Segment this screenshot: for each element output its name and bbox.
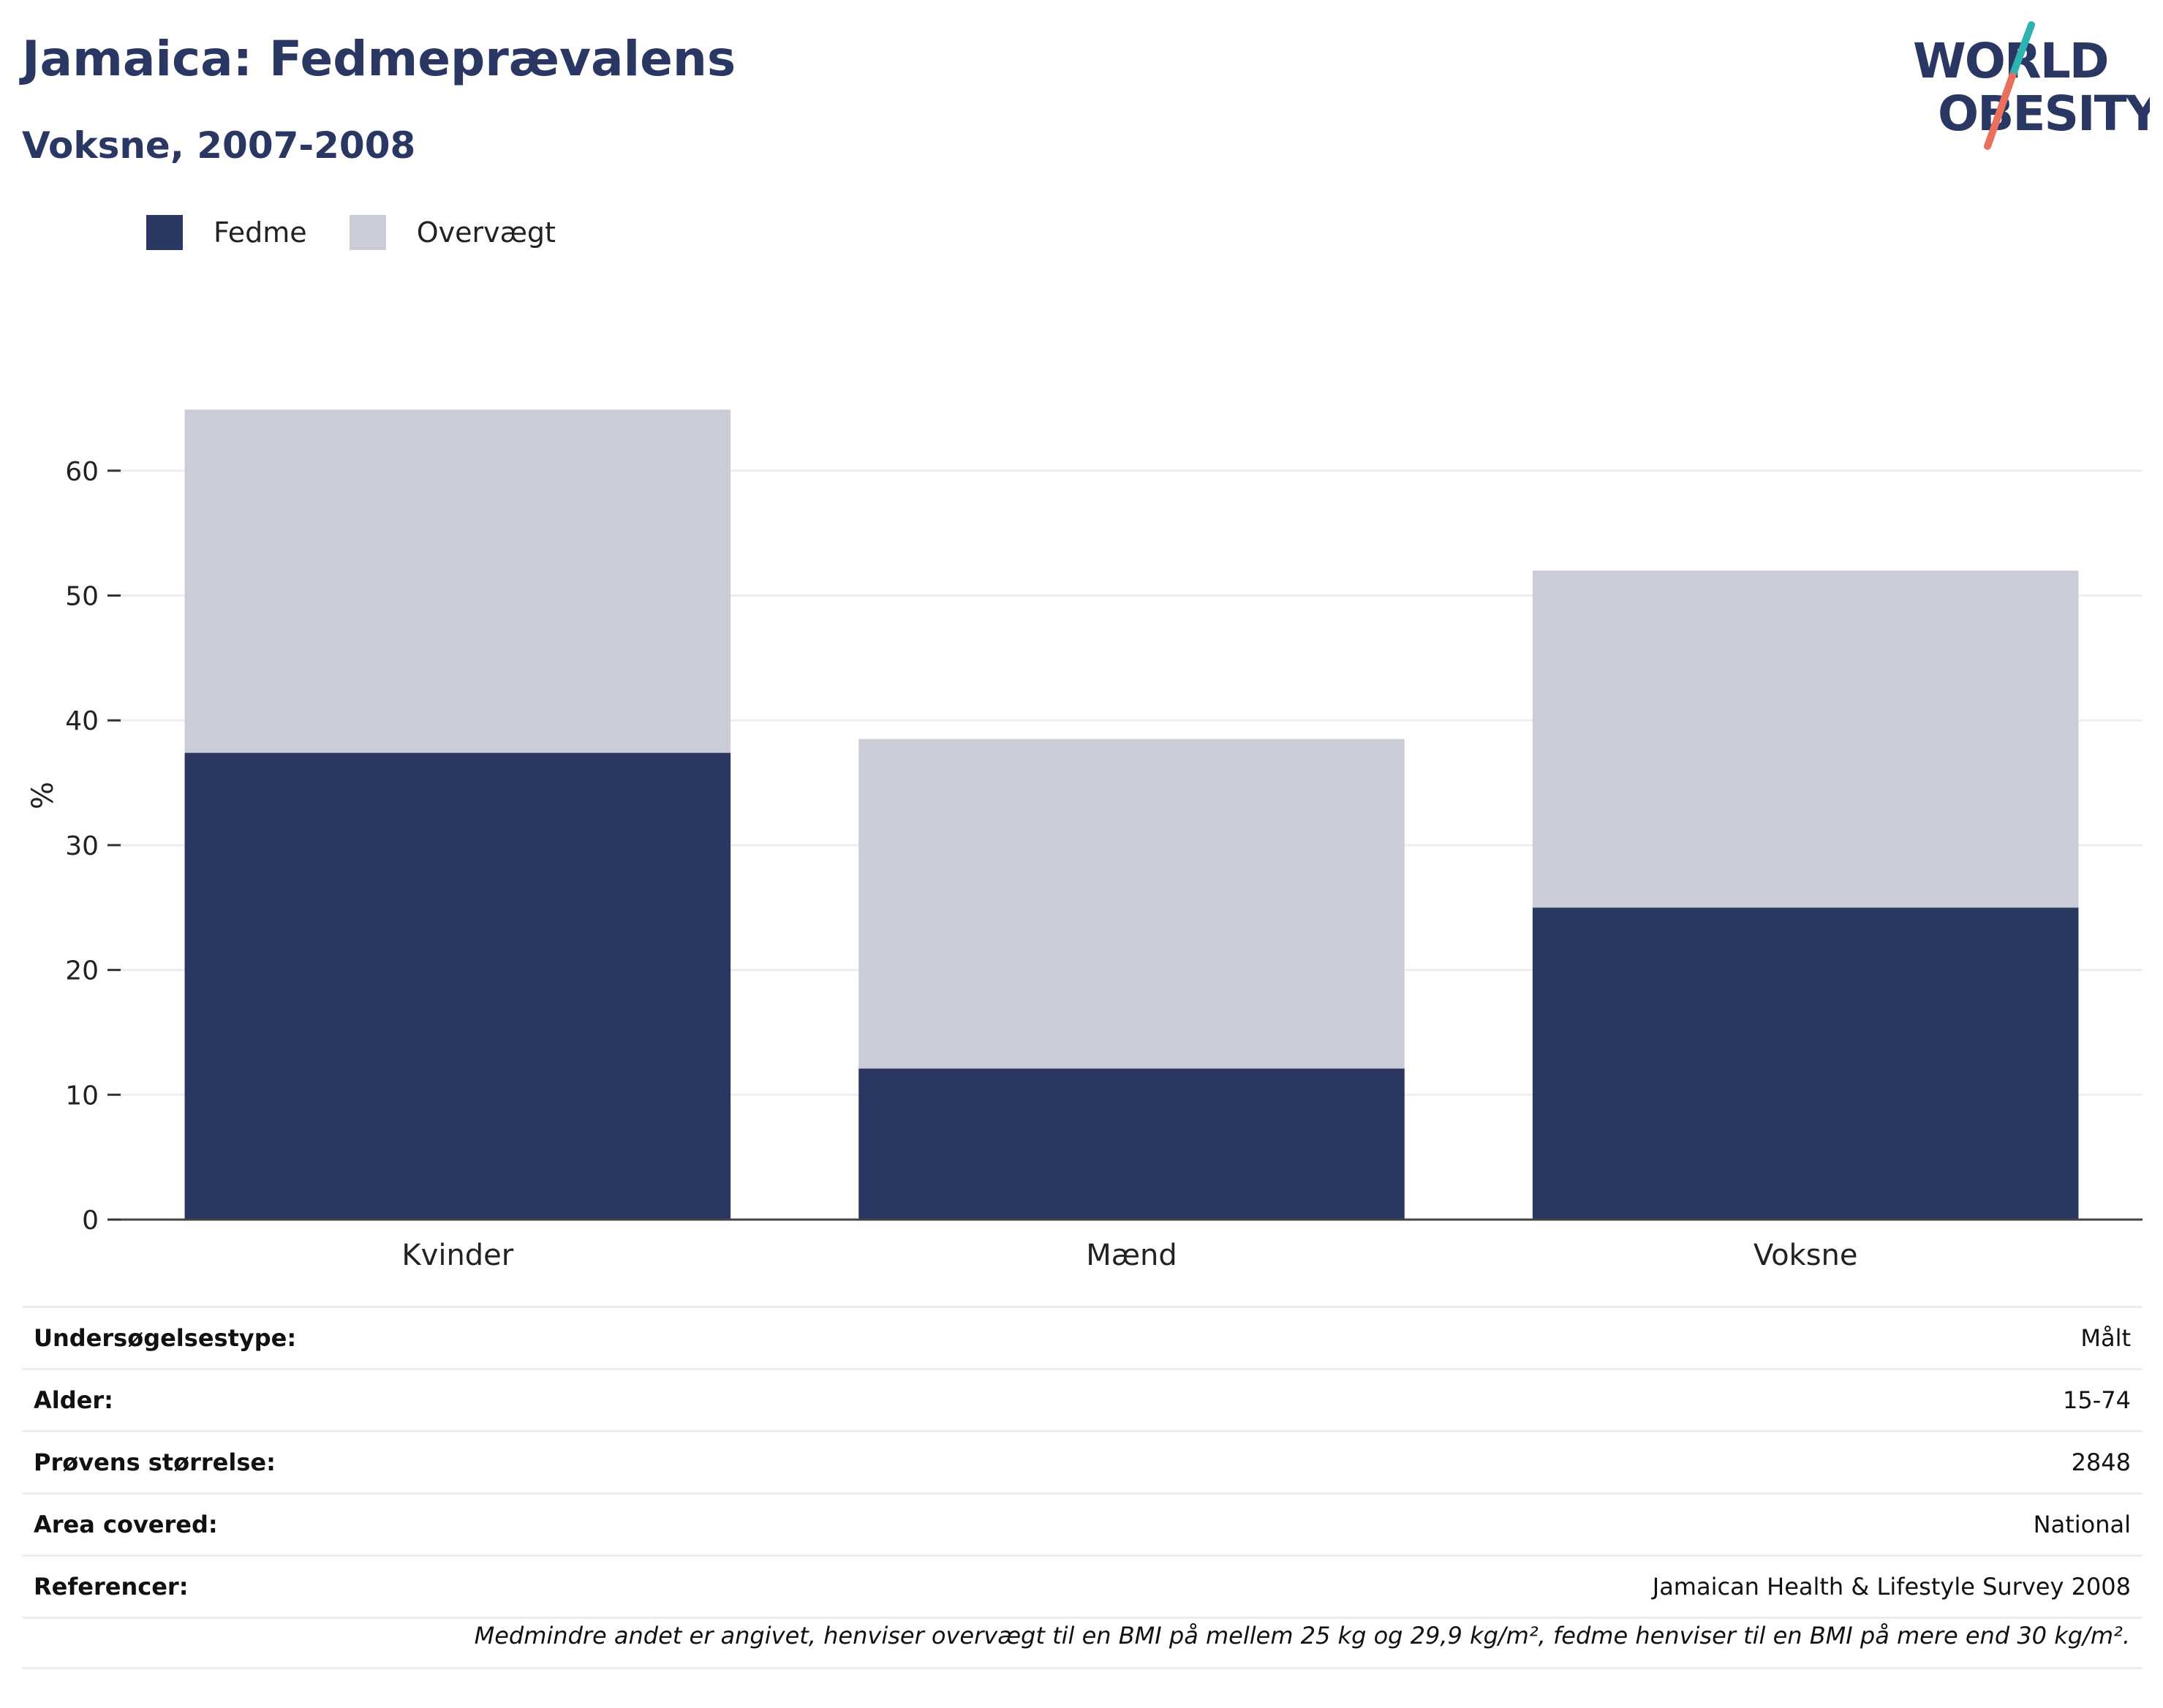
bar-fedme-kvinder [184,752,731,1220]
info-key: Prøvens størrelse: [22,1430,792,1494]
legend-swatch-fedme [146,215,183,250]
legend-item-fedme[interactable]: Fedme [146,215,307,250]
info-key: Referencer: [22,1554,792,1619]
table-row: Referencer: Jamaican Health & Lifestyle … [22,1554,2143,1619]
x-tick-label: Kvinder [401,1239,513,1272]
legend-label-overvaegt: Overvægt [416,216,556,249]
logo-slash-coral [1984,72,2016,150]
info-value: Jamaican Health & Lifestyle Survey 2008 [791,1554,2143,1619]
legend-label-fedme: Fedme [214,216,307,249]
y-tick-label: 30 [65,831,99,861]
table-row: Undersøgelsestype: Målt [22,1306,2143,1369]
world-obesity-logo: WORLD OBESITY [1913,21,2150,150]
info-key: Alder: [22,1368,792,1432]
y-tick-label: 50 [65,582,99,612]
page-title: Jamaica: Fedmeprævalens [22,31,736,87]
table-row: Prøvens størrelse: 2848 [22,1430,2143,1494]
bar-overvgt-mnd [858,738,1405,1069]
logo-text-obesity: OBESITY [1938,86,2150,142]
bar-fedme-voksne [1532,907,2079,1220]
logo-slash-teal [2009,21,2035,80]
y-tick-label: 10 [65,1081,99,1111]
info-value: 2848 [791,1430,2143,1494]
bar-fedme-mnd [858,1068,1405,1220]
survey-info-table: Undersøgelsestype: Målt Alder: 15-74 Prø… [22,1306,2143,1619]
y-tick-label: 20 [65,956,99,986]
info-key: Area covered: [22,1492,792,1556]
x-tick-label: Voksne [1754,1239,1858,1272]
legend-item-overvaegt[interactable]: Overvægt [349,215,556,250]
footnote: Medmindre andet er angivet, henviser ove… [474,1622,2130,1650]
table-row: Alder: 15-74 [22,1368,2143,1432]
info-key: Undersøgelsestype: [22,1306,792,1369]
chart-legend: Fedme Overvægt [146,215,598,250]
info-value: Målt [791,1306,2143,1369]
info-value: 15-74 [791,1368,2143,1432]
page-subtitle: Voksne, 2007-2008 [22,124,416,167]
bar-overvgt-voksne [1532,570,2079,908]
legend-swatch-overvaegt [349,215,386,250]
y-axis-label: % [26,782,60,809]
stacked-bar-chart: 0 10 20 30 40 50 60% Kvinder Mænd Voksne [26,409,2143,1272]
y-tick-label: 0 [82,1206,99,1236]
y-tick-label: 60 [65,457,99,487]
info-value: National [791,1492,2143,1556]
bar-overvgt-kvinder [184,409,731,753]
y-tick-label: 40 [65,706,99,736]
footnote-divider [22,1667,2143,1669]
x-tick-label: Mænd [1086,1239,1177,1272]
table-row: Area covered: National [22,1492,2143,1556]
